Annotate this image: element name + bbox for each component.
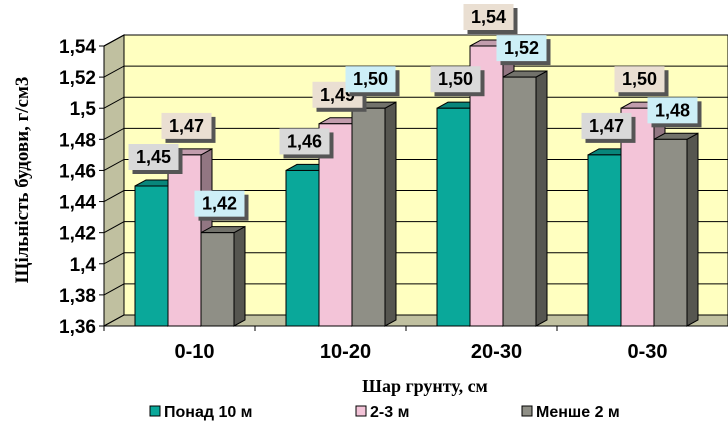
y-tick-label: 1,52 — [59, 68, 96, 89]
legend-swatch — [355, 405, 367, 417]
category-label: 20-30 — [471, 341, 522, 363]
data-label: 1,42 — [202, 194, 237, 214]
data-label: 1,47 — [589, 116, 624, 136]
data-label: 1,50 — [353, 69, 388, 89]
bar — [502, 76, 537, 327]
data-label-box — [581, 112, 632, 139]
y-tick-label: 1,46 — [59, 161, 96, 182]
bar — [587, 154, 622, 327]
bar — [285, 169, 320, 327]
data-label-box — [430, 66, 481, 93]
data-label-box — [128, 144, 179, 170]
y-tick-label: 1,36 — [59, 317, 96, 338]
bar-side — [384, 101, 397, 327]
data-label: 1,46 — [287, 131, 322, 151]
gridline — [103, 65, 728, 78]
bar — [200, 232, 235, 327]
category-label: 0-10 — [174, 341, 214, 363]
bar — [620, 107, 655, 327]
bar-side — [233, 225, 246, 327]
y-axis-ticks: 1,36 1,38 1,4 1,42 1,44 1,46 1,48 1,5 1,52 1,54 — [59, 37, 105, 338]
y-tick-label: 1,48 — [59, 130, 96, 151]
data-label-box — [279, 128, 330, 155]
legend-label: Менше 2 м — [536, 404, 620, 421]
data-label: 1,48 — [655, 100, 690, 120]
y-tick-label: 1,44 — [59, 193, 96, 214]
bar — [134, 185, 169, 327]
y-tick-label: 1,4 — [70, 255, 97, 276]
bar — [436, 107, 471, 327]
data-label-box — [345, 66, 396, 93]
side-wall — [103, 34, 125, 327]
legend-swatch — [521, 405, 533, 417]
legend: Понад 10 м 2-3 м Менше 2 м — [149, 404, 620, 421]
data-label: 1,52 — [504, 38, 539, 58]
data-label: 1,45 — [136, 147, 171, 167]
y-tick-label: 1,38 — [59, 286, 96, 307]
y-tick-label: 1,42 — [59, 224, 96, 245]
y-tick-label: 1,54 — [59, 37, 96, 58]
legend-label: 2-3 м — [370, 404, 409, 421]
data-label-box — [161, 112, 212, 139]
x-axis-categories: 0-10 10-20 20-30 0-30 — [103, 326, 668, 363]
legend-swatch — [149, 405, 161, 417]
y-axis-title: Щільність будови, г/см3 — [12, 77, 33, 284]
category-label: 0-30 — [627, 341, 667, 363]
data-label-box — [647, 97, 698, 124]
data-label-box — [194, 190, 245, 217]
bar — [653, 138, 688, 327]
bar — [351, 107, 386, 327]
x-axis-title: Шар грунту, см — [362, 376, 488, 396]
legend-label: Понад 10 м — [164, 404, 253, 421]
gridline — [103, 34, 728, 47]
data-label: 1,50 — [438, 69, 473, 89]
data-label: 1,50 — [622, 69, 657, 89]
data-label-box — [496, 35, 547, 62]
data-labels: 1,451,471,421,461,491,50 1,501,541,521,47… — [128, 4, 702, 221]
data-label-box — [614, 66, 665, 93]
bar-side — [686, 132, 699, 327]
data-label: 1,47 — [169, 116, 204, 136]
bar-side — [535, 70, 548, 327]
category-label: 10-20 — [320, 341, 371, 363]
y-tick-label: 1,5 — [70, 99, 97, 120]
bar — [167, 154, 202, 327]
data-label-box — [463, 4, 514, 30]
data-label: 1,54 — [471, 7, 506, 27]
